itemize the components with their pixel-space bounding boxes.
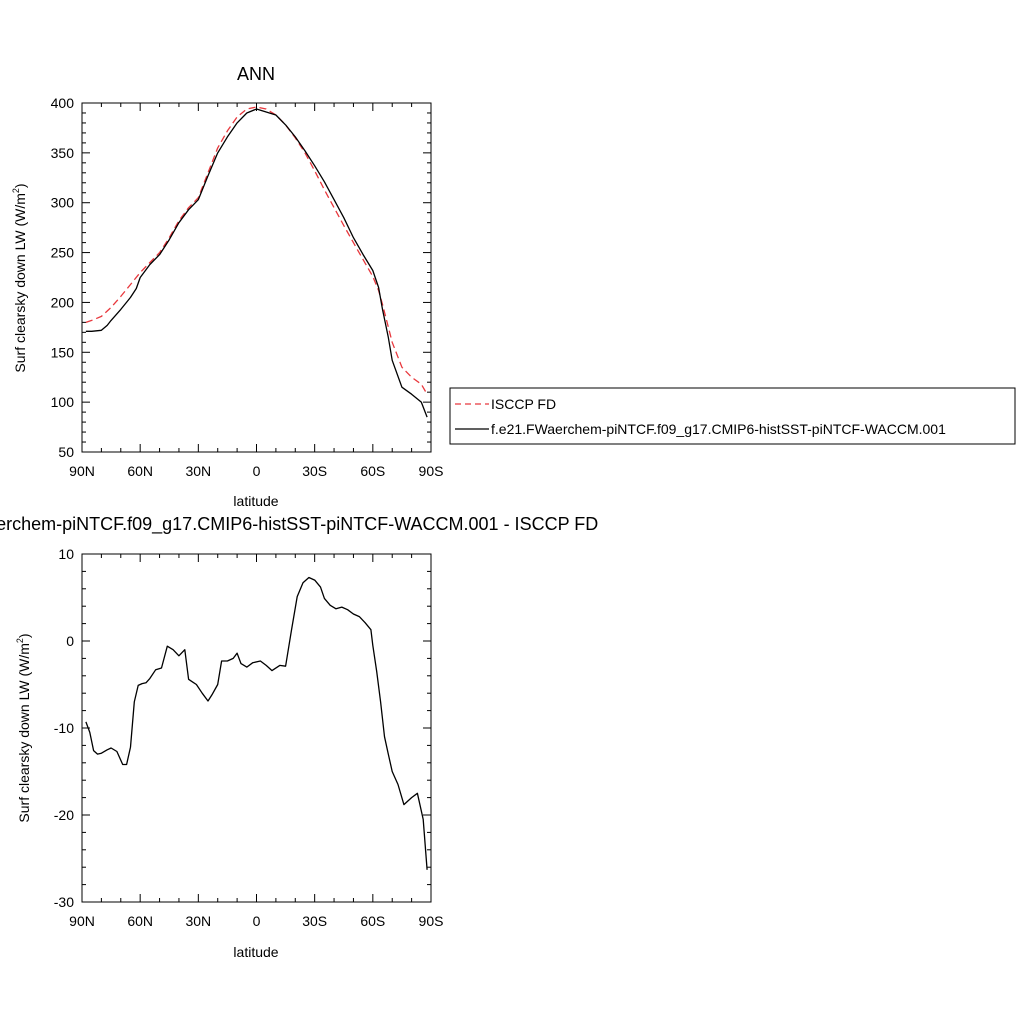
top-plot-frame xyxy=(81,102,432,453)
bottom-x-axis-label: latitude xyxy=(233,944,278,960)
top-x-tick-label: 30S xyxy=(302,463,327,479)
top-y-axis-label: Surf clearsky down LW (W/m2) xyxy=(11,183,28,372)
top-x-tick-label: 90N xyxy=(69,463,95,479)
top-y-tick-label: 200 xyxy=(51,294,75,310)
bottom-x-tick-label: 30N xyxy=(185,913,211,929)
top-y-tick-label: 50 xyxy=(58,444,74,460)
top-y-tick-label: 350 xyxy=(51,145,75,161)
bottom-y-tick-label: -10 xyxy=(54,720,74,736)
top-panel: ANN 90N 60N 30N 0 30S 60S 90S 400 350 300 250 200 15… xyxy=(11,64,443,509)
bottom-y-tick-label: -30 xyxy=(54,894,74,910)
top-x-tick-label: 30N xyxy=(185,463,211,479)
bottom-y-axis-label: Surf clearsky down LW (W/m2) xyxy=(15,633,32,822)
top-y-tick-label: 400 xyxy=(51,95,75,111)
legend: ISCCP FD f.e21.FWaerchem-piNTCF.f09_g17.… xyxy=(449,387,1016,445)
top-x-tick-label: 0 xyxy=(253,463,261,479)
top-x-tick-label: 90S xyxy=(419,463,444,479)
bottom-y-tick-label: 10 xyxy=(58,546,74,562)
top-y-tick-label: 250 xyxy=(51,245,75,261)
top-y-tick-label: 300 xyxy=(51,195,75,211)
top-y-tick-label: 150 xyxy=(51,344,75,360)
top-x-tick-label: 60S xyxy=(360,463,385,479)
top-x-axis-label: latitude xyxy=(233,493,278,509)
bottom-panel: f.e21.FWaerchem-piNTCF.f09_g17.CMIP6-his… xyxy=(0,514,598,960)
bottom-x-tick-label: 60N xyxy=(127,913,153,929)
bottom-x-tick-label: 30S xyxy=(302,913,327,929)
legend-label-isccp: ISCCP FD xyxy=(491,396,556,412)
bottom-y-tick-label: -20 xyxy=(54,807,74,823)
top-panel-title: ANN xyxy=(237,64,275,84)
bottom-plot-frame xyxy=(81,553,432,903)
top-series-line-1 xyxy=(85,108,428,418)
bottom-x-tick-label: 60S xyxy=(360,913,385,929)
top-x-tick-label: 60N xyxy=(127,463,153,479)
bottom-x-tick-label: 0 xyxy=(253,913,261,929)
bottom-x-tick-label: 90S xyxy=(419,913,444,929)
bottom-x-tick-label: 90N xyxy=(69,913,95,929)
bottom-series-line-0 xyxy=(85,576,428,870)
bottom-panel-title: f.e21.FWaerchem-piNTCF.f09_g17.CMIP6-his… xyxy=(0,514,598,535)
top-series-line-0 xyxy=(85,106,428,395)
top-y-tick-label: 100 xyxy=(51,394,75,410)
legend-label-model: f.e21.FWaerchem-piNTCF.f09_g17.CMIP6-his… xyxy=(491,421,946,437)
legend-box xyxy=(449,387,1016,445)
bottom-y-tick-label: 0 xyxy=(66,633,74,649)
